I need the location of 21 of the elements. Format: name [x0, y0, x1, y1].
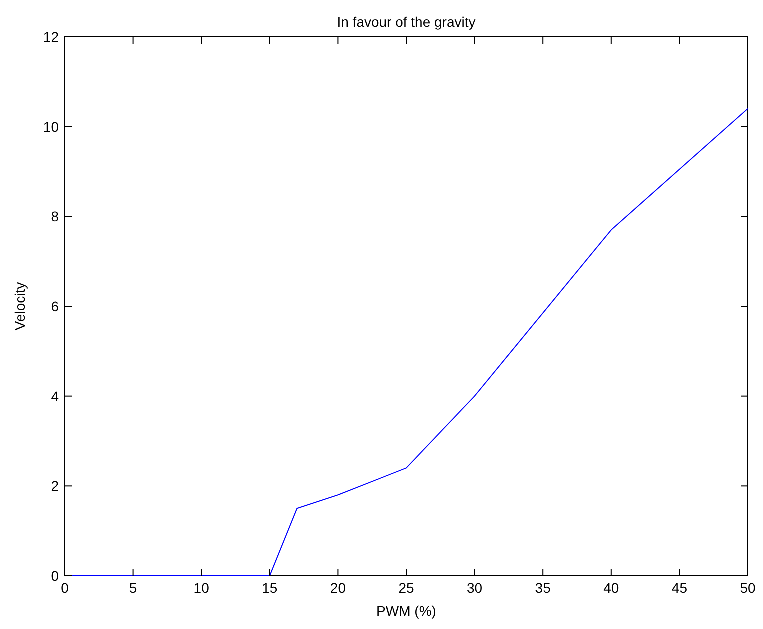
y-tick-label: 10 — [43, 118, 60, 135]
x-tick-label: 45 — [672, 580, 688, 596]
x-tick-label: 20 — [330, 580, 346, 596]
y-tick-label: 2 — [51, 478, 60, 494]
x-tick-label: 25 — [398, 580, 414, 596]
x-tick-label: 50 — [740, 580, 756, 596]
x-tick-label: 40 — [604, 580, 620, 596]
y-tick-label: 6 — [51, 298, 60, 314]
y-axis-title: Velocity — [12, 282, 28, 331]
y-tick-label: 0 — [51, 568, 60, 584]
x-tick-label: 5 — [129, 580, 138, 596]
y-tick-label: 8 — [51, 208, 60, 225]
y-tick-label: 4 — [51, 388, 60, 404]
x-tick-label: 0 — [61, 580, 70, 596]
y-tick-label: 12 — [43, 29, 60, 45]
x-tick-label: 35 — [535, 580, 552, 596]
x-tick-label: 30 — [467, 580, 483, 596]
chart-title: In favour of the gravity — [337, 14, 476, 30]
x-tick-label: 15 — [262, 580, 278, 596]
x-axis-title: PWM (%) — [376, 603, 436, 619]
x-tick-label: 10 — [194, 580, 210, 596]
